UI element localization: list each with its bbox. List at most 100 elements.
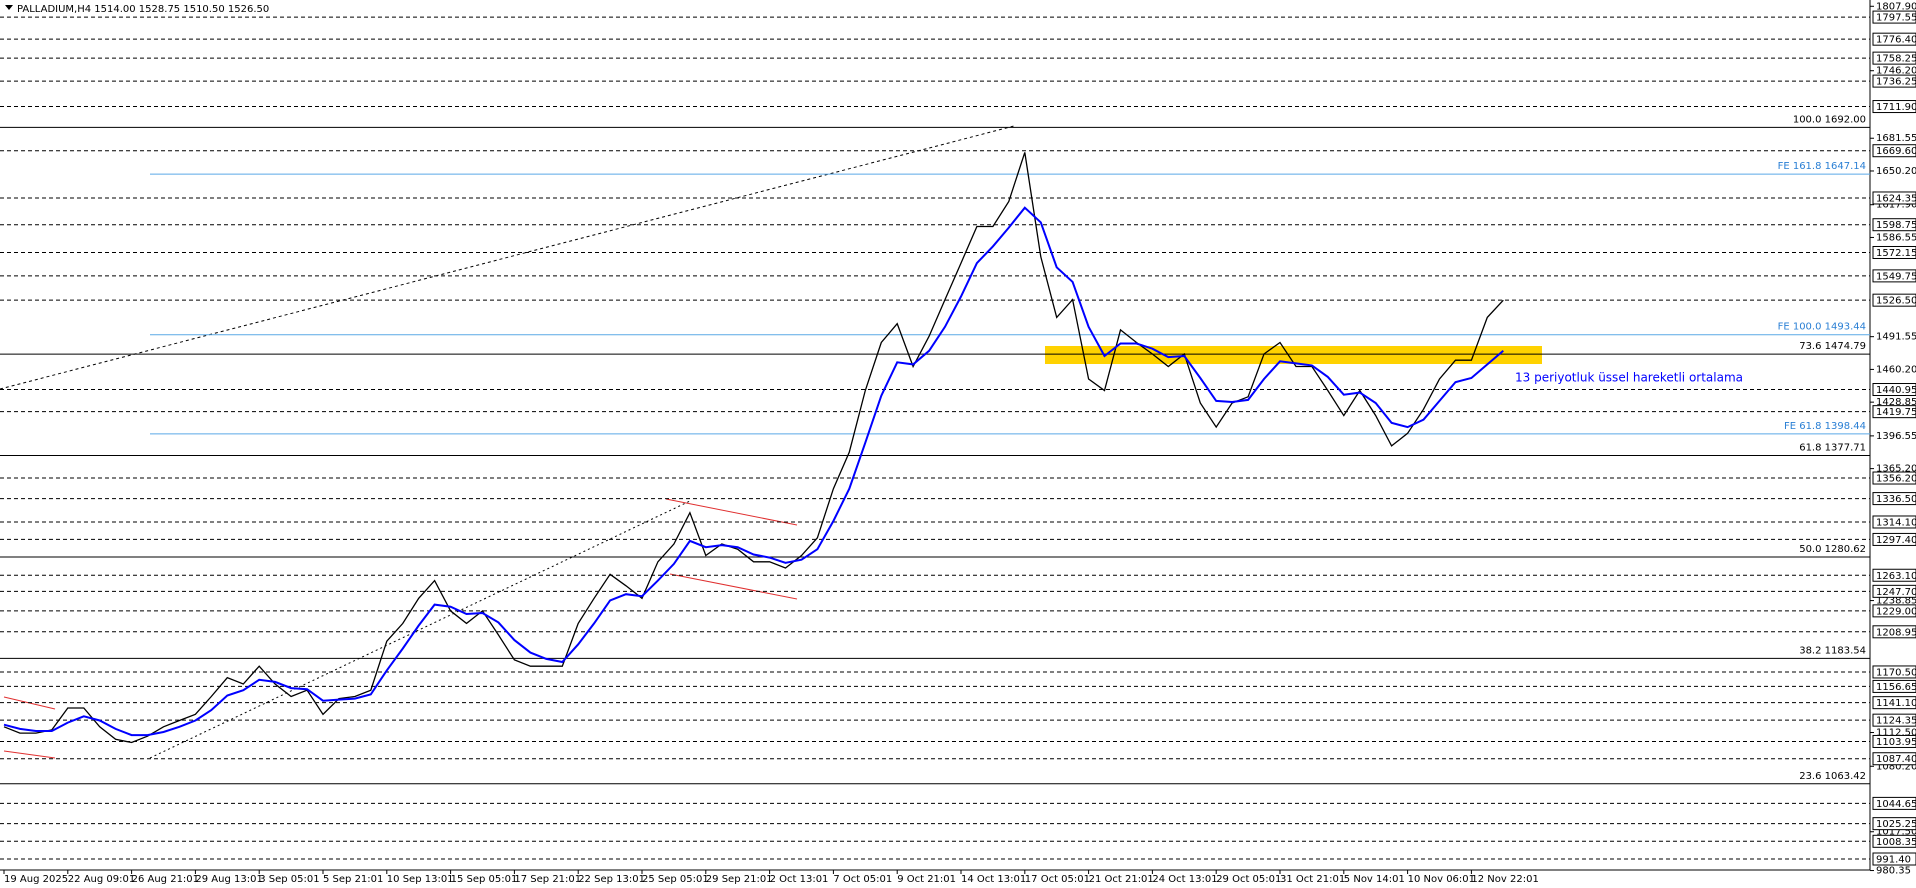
level-label: 1141.10 [1876,698,1916,709]
price-line [3,152,1504,744]
y-tick-label: 1681.55 [1876,133,1916,144]
level-label: 1549.75 [1876,271,1916,282]
level-box [1872,74,1916,88]
y-tick-label: 1112.50 [1876,728,1916,739]
y-tick-label: 1460.20 [1876,364,1916,375]
level-box [1872,796,1916,810]
x-tick-label: 10 Nov 06:01 [1408,874,1475,885]
y-tick-label: 1080.20 [1876,761,1916,772]
level-label: 1229.00 [1876,606,1916,617]
level-label: 1669.60 [1876,146,1916,157]
level-label: 1758.25 [1876,54,1916,65]
x-tick-label: 31 Oct 21:01 [1280,874,1345,885]
y-tick-label: 1396.55 [1876,431,1916,442]
fibo-label: 73.6 1474.79 [1799,341,1866,352]
level-label: 1124.35 [1876,716,1916,727]
y-tick-label: 1746.20 [1876,66,1916,77]
x-tick-label: 3 Sep 05:01 [259,874,319,885]
x-tick-label: 7 Oct 05:01 [833,874,892,885]
ema-line [3,206,1504,737]
level-box [1872,752,1916,766]
level-box [1872,734,1916,748]
y-tick-label: 980.35 [1876,866,1911,877]
x-tick-label: 22 Sep 13:01 [578,874,645,885]
level-box [1872,604,1916,618]
level-label: 1008.35 [1876,837,1916,848]
x-tick-label: 29 Aug 13:01 [195,874,262,885]
level-label: 1624.35 [1876,193,1916,204]
level-box [1872,269,1916,283]
y-tick-label: 1428.85 [1876,397,1916,408]
menu-icon [5,5,13,10]
x-tick-label: 15 Sep 05:01 [451,874,518,885]
expansion-label: FE 100.0 1493.44 [1778,322,1866,333]
fibo-label: 38.2 1183.54 [1799,645,1866,656]
level-box [1872,696,1916,710]
x-tick-label: 12 Nov 22:01 [1471,874,1538,885]
y-tick-label: 1586.55 [1876,232,1916,243]
x-tick-label: 24 Oct 13:01 [1152,874,1217,885]
level-label: 1776.40 [1876,35,1916,46]
level-box [1872,218,1916,232]
x-tick-label: 26 Aug 21:01 [132,874,199,885]
x-tick-label: 29 Sep 21:01 [706,874,773,885]
level-label: 1572.15 [1876,248,1916,259]
channel-line [665,498,798,526]
y-tick-label: 1807.90 [1876,1,1916,12]
level-box [1872,834,1916,848]
level-box [1872,51,1916,65]
level-label: 1156.65 [1876,682,1916,693]
level-box [1872,713,1916,727]
y-tick-label: 1365.20 [1876,464,1916,475]
level-label: 1103.95 [1876,737,1916,748]
x-tick-label: 5 Nov 14:01 [1344,874,1405,885]
level-label: 1087.40 [1876,754,1916,765]
y-tick-label: 1617.90 [1876,200,1916,211]
x-tick-label: 5 Sep 21:01 [323,874,383,885]
x-tick-label: 19 Aug 2025 [4,874,68,885]
fibo-trendline [0,125,1015,390]
fibo-label: 23.6 1063.42 [1799,771,1866,782]
level-label: 1736.25 [1876,77,1916,88]
x-tick-label: 9 Oct 21:01 [897,874,956,885]
fibo-label: 61.8 1377.71 [1799,443,1866,454]
y-tick-label: 1650.20 [1876,166,1916,177]
level-box [1872,471,1916,485]
level-box [1872,100,1916,114]
level-box [1872,383,1916,397]
level-box [1872,10,1916,24]
level-box [1872,191,1916,205]
level-box [1872,293,1916,307]
level-box [1872,625,1916,639]
level-label: 1526.50 [1876,296,1916,307]
expansion-label: FE 61.8 1398.44 [1784,421,1866,432]
level-box [1872,405,1916,419]
level-label: 1044.65 [1876,799,1916,810]
ema-annotation: 13 periyotluk üssel hareketli ortalama [1515,371,1743,385]
channel-line [3,750,56,759]
x-tick-label: 21 Oct 21:01 [1089,874,1154,885]
x-tick-label: 17 Oct 05:01 [1025,874,1090,885]
level-label: 1598.75 [1876,220,1916,231]
channel-line [669,573,798,600]
x-tick-label: 25 Sep 05:01 [642,874,709,885]
x-tick-label: 22 Aug 09:01 [68,874,135,885]
y-tick-label: 1491.55 [1876,332,1916,343]
level-box [1872,584,1916,598]
expansion-label: FE 161.8 1647.14 [1778,161,1866,172]
resistance-zone [1045,346,1542,364]
level-box [1872,817,1916,831]
level-box [1872,532,1916,546]
level-label: 1711.90 [1876,102,1916,113]
x-tick-label: 17 Sep 21:01 [514,874,581,885]
level-label: 1797.55 [1876,13,1916,24]
level-box [1872,679,1916,693]
level-label: 1440.95 [1876,385,1916,396]
level-label: 1336.50 [1876,494,1916,505]
level-label: 1419.75 [1876,407,1916,418]
level-label: 1208.95 [1876,627,1916,638]
chart-title: PALLADIUM,H4 1514.00 1528.75 1510.50 152… [17,4,269,15]
fibo-label: 100.0 1692.00 [1793,114,1866,125]
level-box [1872,852,1916,866]
